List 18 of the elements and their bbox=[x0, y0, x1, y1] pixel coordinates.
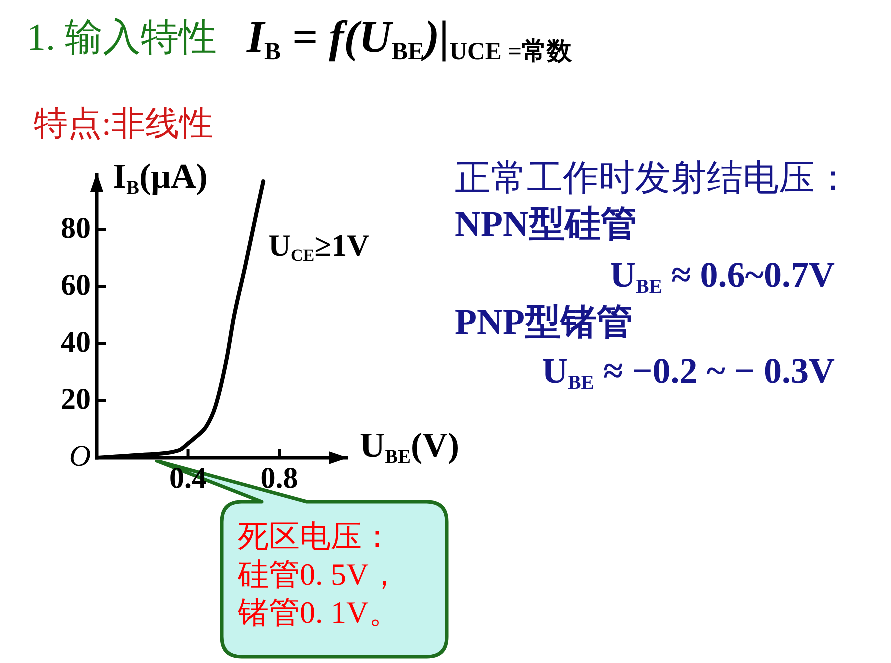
y-axis-title: I$_{B}$(μA) bbox=[113, 157, 208, 199]
text: 正常工作时发射结电压： bbox=[455, 158, 851, 200]
y-tick-label: 20 bbox=[61, 382, 91, 416]
chart-title: 1. 输入特性 bbox=[27, 17, 217, 61]
text: PNP型锗管 bbox=[455, 302, 633, 344]
text: U$_{BE}$ ≈ 0.6~0.7V bbox=[610, 255, 835, 298]
y-tick-label: 40 bbox=[61, 326, 91, 359]
y-tick-label: O bbox=[69, 440, 91, 473]
y-tick-label: 60 bbox=[61, 268, 91, 302]
x-axis-title: U$_{BE}$(V) bbox=[360, 426, 460, 468]
x-tick-label: 0.8 bbox=[260, 462, 298, 495]
text: 死区电压：硅管0. 5V，锗管0. 1V。 bbox=[238, 518, 401, 632]
text: U$_{BE}$ ≈ −0.2 ~ − 0.3V bbox=[542, 351, 835, 394]
text: NPN型硅管 bbox=[455, 204, 637, 246]
chart-subtitle: I$_{B}$ = f(U$_{BE}$)|$_{UCE =常数}$ bbox=[247, 12, 572, 66]
y-tick-label: 80 bbox=[61, 212, 91, 245]
text: 特点:非线性 bbox=[34, 105, 214, 144]
series-label: U$_{CE}$≥1V bbox=[268, 228, 370, 265]
